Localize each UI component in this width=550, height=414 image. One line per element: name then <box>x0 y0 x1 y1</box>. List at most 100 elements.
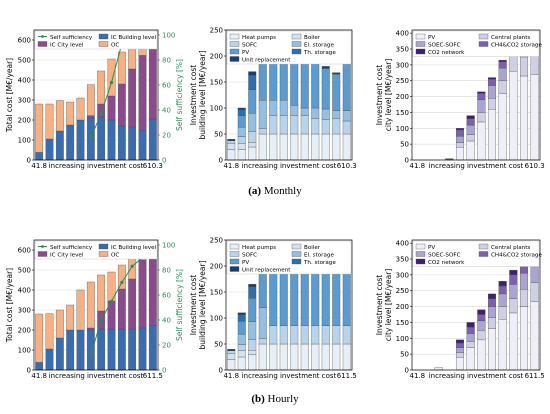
y-tick-label: 50 <box>214 131 223 139</box>
y2-tick-label: 80 <box>162 57 171 65</box>
bar-segment <box>342 120 351 135</box>
y-tick-label: 200 <box>396 303 409 311</box>
legend-box <box>412 240 540 267</box>
bar-segment <box>300 265 309 326</box>
bar-segment <box>66 329 75 371</box>
plot-frame <box>411 29 541 161</box>
bar-segment <box>332 110 341 119</box>
bar-segment <box>237 314 246 322</box>
legend-swatch <box>478 33 489 40</box>
y-tick-label: 0 <box>405 367 409 375</box>
bar-segment <box>487 78 497 86</box>
bar-segment <box>107 95 116 121</box>
bar-segment <box>519 75 529 161</box>
bar-segment <box>342 110 351 122</box>
bar-segment <box>342 133 351 161</box>
x-first-label: 41.8 <box>410 162 426 170</box>
caption-text: Monthly <box>263 185 302 197</box>
bar-segment <box>290 325 299 345</box>
legend-box <box>412 30 540 57</box>
bar-segment <box>227 359 236 371</box>
legend-label: El. storage <box>304 43 334 49</box>
bar-segment <box>97 116 106 161</box>
legend-label: Unit replacement <box>242 58 291 64</box>
bar-segment <box>86 84 95 116</box>
legend-label: Central plants <box>491 245 530 251</box>
y-tick-label: 100 <box>396 125 409 133</box>
bar-segment <box>466 134 475 142</box>
bar-segment <box>279 265 288 326</box>
bar-segment <box>86 115 95 119</box>
y-axis-label: building level [M€/year] <box>198 260 207 349</box>
legend-label: Th. storage <box>303 260 336 266</box>
bar-segment <box>487 317 497 329</box>
bar-segment <box>248 350 257 355</box>
x-last-label: 611.5 <box>143 372 163 380</box>
bar-segment <box>300 61 309 109</box>
bar-segment <box>311 343 320 371</box>
x-mid-label: increasing investment cost <box>49 372 144 380</box>
bar-segment <box>76 329 85 371</box>
bar-segment <box>321 265 330 326</box>
legend-label: CH4&CO2 storage <box>491 253 542 259</box>
bar-segment <box>107 58 116 97</box>
bar-segment <box>455 147 465 161</box>
bar-segment <box>477 93 486 100</box>
bar-segment <box>477 112 486 123</box>
y-tick-label: 50 <box>214 341 223 349</box>
bar-segment <box>290 115 299 135</box>
plot-frame <box>225 239 353 371</box>
y-tick-label: 300 <box>18 307 31 315</box>
chart-hourly-0: 0 100 200 300 400 500 600 0 20 40 60 80 100 Self suff… <box>5 239 184 380</box>
y-tick-label: 0 <box>27 367 31 375</box>
bar-segment <box>455 136 465 143</box>
legend-swatch <box>37 41 48 47</box>
x-last-label: 611.5 <box>525 372 545 380</box>
y-tick-label: 100 <box>18 137 31 145</box>
bar-segment <box>148 39 157 120</box>
bar-segment <box>86 329 95 371</box>
bar-segment <box>498 93 507 161</box>
y-tick-label: 200 <box>18 327 31 335</box>
legend-label: CO2 network <box>428 50 465 56</box>
bar-segment <box>342 325 351 345</box>
y-tick-label: 250 <box>210 27 223 35</box>
bar-segment <box>107 328 116 371</box>
bar-segment <box>248 75 257 90</box>
bar-segment <box>227 149 236 161</box>
bar-segment <box>509 274 518 285</box>
bar-segment <box>342 61 351 111</box>
bar-segment <box>290 105 299 116</box>
legend-swatch <box>229 33 240 40</box>
y-tick-label: 0 <box>27 157 31 165</box>
bar-segment <box>138 259 147 329</box>
legend-swatch <box>229 258 240 265</box>
bar-segment <box>35 362 44 371</box>
bar-segment <box>530 53 539 75</box>
legend-swatch <box>229 48 240 55</box>
legend-label: Th. storage <box>303 50 336 56</box>
legend-label: SOFC <box>242 43 257 49</box>
bar-segment <box>434 367 443 371</box>
y-tick-label: 300 <box>396 271 409 279</box>
y-tick-label: 150 <box>210 289 223 297</box>
legend: PV Central plants SOEC-SOFC CH4&CO2 storage… <box>412 240 542 267</box>
legend-label: Unit replacement <box>242 268 291 274</box>
bar-segment <box>55 309 64 339</box>
bar-segment <box>530 301 539 371</box>
bar-segment <box>258 343 267 371</box>
bar-segment <box>332 74 341 111</box>
legend-label: Boiler <box>304 35 321 41</box>
y-tick-label: 350 <box>396 46 409 54</box>
self-sufficiency-point <box>109 80 114 85</box>
bar-segment <box>66 101 75 126</box>
bar-segment <box>300 133 309 161</box>
bar-segment <box>477 314 486 322</box>
bar-segment <box>248 284 257 287</box>
y-tick-label: 350 <box>396 256 409 264</box>
caption-text: Hourly <box>267 393 299 405</box>
x-last-label: 610.3 <box>143 162 163 170</box>
y-tick-label: 150 <box>210 79 223 87</box>
legend-swatch <box>229 56 240 62</box>
bar-segment <box>311 63 320 109</box>
